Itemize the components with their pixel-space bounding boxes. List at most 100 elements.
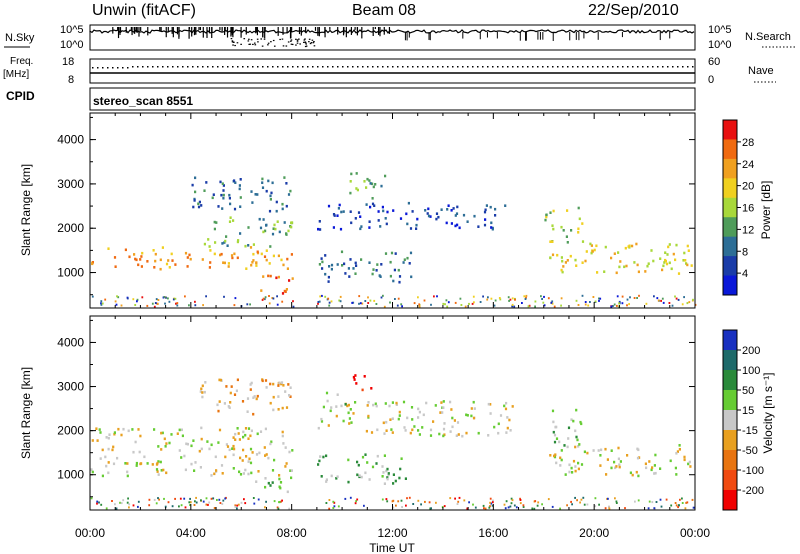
data-cell [681,502,684,504]
data-cell [168,300,171,303]
data-cell [155,298,158,301]
data-cell [236,378,239,382]
data-cell [317,426,320,430]
data-cell [445,299,448,302]
data-cell [361,455,365,459]
data-cell [336,214,339,217]
data-cell [566,504,568,507]
data-cell [684,507,687,510]
data-cell [403,426,406,429]
data-cell [101,474,104,478]
data-cell [292,300,294,303]
data-cell [406,416,409,420]
data-cell [105,436,108,439]
data-cell [96,439,99,442]
data-cell [107,247,110,250]
data-cell [648,500,651,503]
data-cell [454,301,457,304]
data-cell [409,227,413,230]
nsky-label: N.Sky [5,32,35,44]
data-cell [624,507,626,510]
data-cell [319,228,322,231]
data-cell [613,460,616,464]
data-cell [491,504,494,507]
data-cell [406,222,409,226]
colorbar-swatch [723,217,737,238]
data-cell [513,504,516,507]
data-cell [113,432,116,436]
data-cell [662,301,665,304]
data-cell [217,205,220,208]
data-cell [171,505,174,508]
data-cell [255,480,258,483]
data-cell [498,297,501,299]
data-cell [637,270,640,274]
data-cell [391,417,394,420]
data-cell [153,428,156,431]
data-cell [668,302,671,304]
data-cell [325,502,328,504]
data-cell [268,209,272,213]
data-cell [580,422,583,426]
data-cell [372,185,375,189]
data-cell [547,498,550,501]
data-cell [239,205,242,208]
data-cell [330,406,333,409]
data-cell [373,299,376,302]
data-cell [401,506,403,508]
data-cell [683,296,685,299]
data-cell [223,241,226,244]
data-cell [190,462,193,466]
cpid-value: stereo_scan 8551 [93,94,193,108]
data-cell [211,196,214,200]
data-cell [289,386,292,389]
data-cell [577,467,580,471]
data-cell [160,469,163,472]
data-cell [216,499,218,501]
data-cell [137,428,140,431]
data-cell [440,401,443,404]
data-cell [509,298,512,301]
data-cell [265,453,268,456]
data-cell [105,464,108,468]
data-cell [163,296,166,298]
data-cell [198,449,201,453]
data-cell [384,402,387,405]
data-cell [146,304,149,307]
data-cell [360,225,363,228]
data-cell [209,261,212,264]
data-cell [202,304,204,307]
data-cell [384,174,387,178]
data-cell [146,260,149,263]
data-cell [540,295,542,298]
data-cell [559,507,561,510]
data-cell [153,305,156,308]
data-cell [594,497,597,500]
data-cell [485,204,488,207]
data-cell [233,252,236,256]
data-cell [350,221,353,225]
data-cell [483,210,487,214]
data-cell [134,304,137,306]
data-cell [269,382,272,386]
data-cell [201,384,204,388]
data-cell [451,425,454,429]
data-cell [255,261,258,265]
data-cell [610,449,613,452]
data-cell [239,178,242,181]
data-cell [407,201,410,205]
y-tick-label: 2000 [57,424,84,438]
x-tick-label: 12:00 [377,526,407,540]
data-cell [381,498,384,501]
data-cell [350,421,353,424]
y-tick-label: 2000 [57,221,84,235]
data-cell [402,400,406,404]
data-cell [222,499,225,502]
data-cell [473,407,476,410]
data-cell [583,503,586,506]
data-cell [221,472,224,475]
nave-label: Nave [748,65,774,77]
data-cell [128,506,130,509]
data-cell [574,469,577,473]
data-cell [329,409,332,413]
